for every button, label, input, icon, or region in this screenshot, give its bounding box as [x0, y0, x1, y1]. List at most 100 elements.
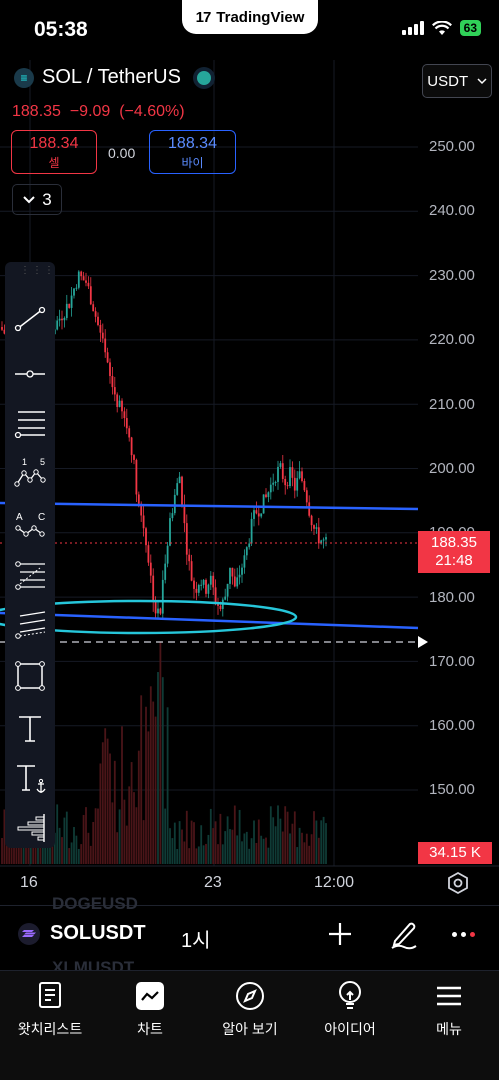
candle [113, 376, 116, 402]
buy-button[interactable]: 188.34 바이 [149, 130, 236, 174]
currency-select[interactable]: USDT [422, 64, 492, 98]
price-chart[interactable] [0, 0, 499, 900]
volume-bar [253, 820, 255, 864]
candle [85, 272, 87, 287]
horizontal-ray-icon[interactable] [5, 352, 55, 396]
volume-bar [140, 695, 143, 864]
indicators-toggle-button[interactable]: 3 [12, 184, 62, 215]
parallel-channel-icon[interactable] [5, 400, 55, 444]
candle [183, 494, 186, 533]
interval-selector[interactable]: 1시 [181, 930, 211, 952]
last-price: 188.35 [12, 103, 61, 120]
tradingview-logo-icon: 17 [195, 8, 212, 26]
more-options-icon[interactable] [452, 932, 475, 937]
volume-bar [53, 832, 56, 864]
trend-line-icon[interactable] [5, 298, 55, 342]
volume-bar [20, 838, 23, 864]
battery-icon: 63 [459, 20, 481, 36]
candles [1, 270, 327, 620]
current-price: 188.35 [431, 534, 477, 551]
volume-bar [188, 848, 191, 864]
candle [65, 294, 68, 321]
candle [154, 596, 157, 620]
volume-bar [70, 842, 73, 864]
volume-bar [212, 828, 215, 864]
candle [313, 524, 315, 535]
prev-symbol-ghost[interactable]: DOGEUSD [52, 894, 138, 913]
nav-chart[interactable]: 차트 [100, 979, 200, 1039]
candle [147, 541, 150, 566]
candle [3, 324, 6, 335]
svg-text:1: 1 [22, 457, 27, 467]
time-axis-label: 16 [20, 874, 38, 891]
candle [173, 489, 176, 516]
volume-bar [185, 810, 188, 864]
volume-bar [147, 731, 150, 864]
symbol-selector[interactable]: SOLUSDT [18, 922, 146, 945]
candle [171, 508, 174, 522]
volume-bar [92, 821, 95, 864]
price-axis-label: 210.00 [429, 396, 475, 413]
volume-bar [63, 817, 66, 864]
volume-bar [207, 834, 210, 864]
volume-bar [233, 805, 236, 864]
candle [253, 507, 255, 527]
volume-bar [262, 838, 265, 864]
text-icon[interactable] [5, 706, 55, 750]
app-pill[interactable]: 17 TradingView [182, 0, 318, 34]
fib-retracement-icon[interactable] [5, 552, 55, 596]
volume-bar [135, 807, 138, 864]
candle [200, 579, 203, 591]
volume-bar [80, 844, 83, 864]
support-line [0, 611, 419, 630]
candle [217, 597, 219, 615]
nav-menu[interactable]: 메뉴 [399, 979, 499, 1039]
current-price-tag: 188.35 21:48 [418, 531, 490, 573]
candle [269, 477, 272, 500]
candle [130, 436, 133, 463]
volume-bar [272, 817, 275, 864]
candle [169, 512, 171, 547]
volume-bar [320, 820, 323, 864]
candle [279, 460, 282, 469]
volume-bar [217, 844, 219, 864]
candle [111, 366, 114, 395]
volume-bar [241, 841, 243, 864]
symbol-header[interactable]: ≡ SOL / TetherUS [14, 66, 211, 89]
drawing-pen-icon[interactable] [388, 918, 420, 950]
watchlist-icon [39, 982, 61, 1008]
resistance-line [0, 501, 419, 511]
rectangle-icon[interactable] [5, 654, 55, 698]
volume-bar [310, 834, 313, 864]
volume-profile-icon[interactable] [5, 806, 55, 850]
candle [125, 408, 128, 435]
volume-bar [145, 706, 147, 864]
volume-bar [171, 838, 174, 864]
anchored-text-icon[interactable] [5, 756, 55, 800]
candle [82, 271, 85, 281]
nav-ideas[interactable]: 아이디어 [300, 979, 400, 1039]
nav-watchlist[interactable]: 왓치리스트 [0, 979, 100, 1039]
sell-button[interactable]: 188.34 셀 [11, 130, 97, 174]
volume-bar [75, 835, 78, 864]
symbol-title[interactable]: SOL / TetherUS [42, 66, 181, 88]
volume-bar [49, 832, 51, 864]
buy-label: 바이 [181, 156, 204, 170]
candle [135, 458, 138, 502]
fib-channel-icon[interactable] [5, 602, 55, 646]
chart-settings-icon[interactable] [446, 871, 470, 895]
volume-bar [236, 835, 239, 864]
symbol-bar: DOGEUSD XLMUSDT SOLUSDT 1시 [0, 894, 499, 977]
drag-handle-icon[interactable]: ⋮⋮⋮ [20, 265, 56, 276]
price-axis-label: 250.00 [429, 138, 475, 155]
candle [193, 577, 195, 599]
plus-icon[interactable] [326, 920, 354, 948]
nav-explore[interactable]: 알아 보기 [200, 979, 300, 1039]
volume-bar [99, 763, 102, 864]
price-axis-label: 170.00 [429, 653, 475, 670]
candle [176, 478, 179, 496]
app-pill-label: TradingView [216, 8, 305, 26]
volume-bar [322, 816, 325, 864]
